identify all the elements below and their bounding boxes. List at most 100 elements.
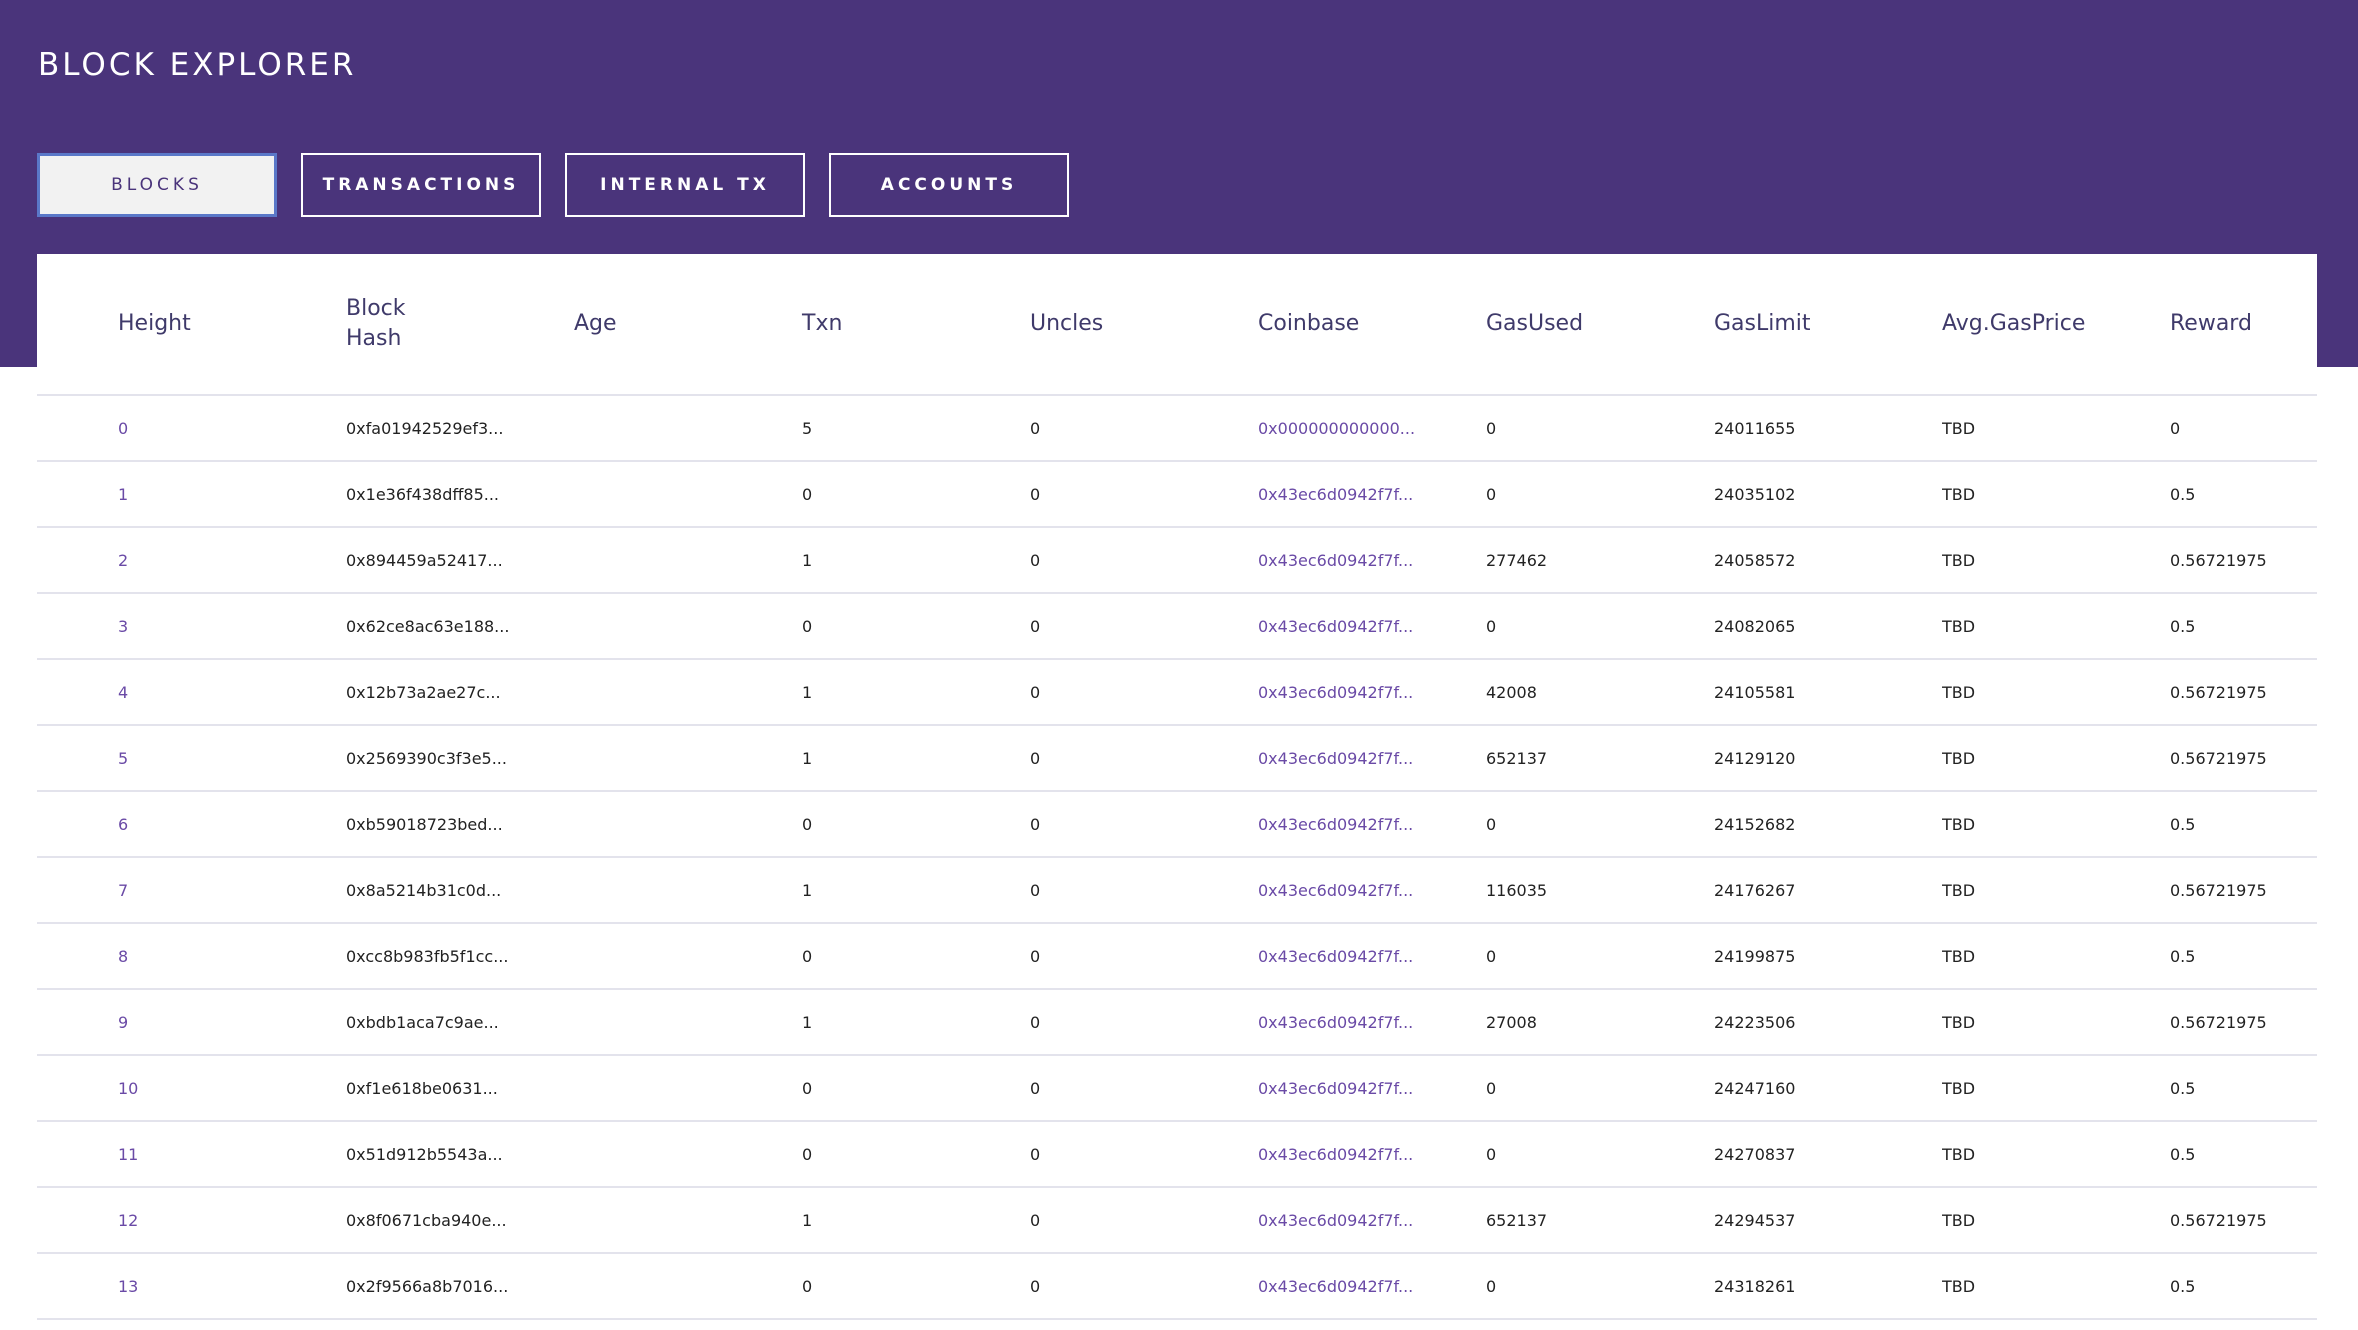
cell-coinbase: 0x43ec6d0942f7f... <box>1258 1121 1486 1188</box>
cell-block-hash: 0xf1e618be0631... <box>346 1055 574 1122</box>
cell-coinbase-link[interactable]: 0x43ec6d0942f7f... <box>1258 946 1414 966</box>
table-row: 7 0x8a5214b31c0d... 1 0 0x43ec6d0942f7f... 11… <box>37 857 2317 924</box>
cell-coinbase: 0x43ec6d0942f7f... <box>1258 791 1486 858</box>
cell-coinbase-link[interactable]: 0x43ec6d0942f7f... <box>1258 484 1414 504</box>
cell-height-link[interactable]: 2 <box>118 550 129 570</box>
cell-coinbase-link[interactable]: 0x43ec6d0942f7f... <box>1258 748 1414 768</box>
cell-gas-used: 0 <box>1486 461 1714 528</box>
table-header-row: Height Block Hash Age Txn Uncles Coinbas… <box>37 254 2317 396</box>
cell-height: 5 <box>37 725 346 792</box>
table-row: 5 0x2569390c3f3e5... 1 0 0x43ec6d0942f7f... 6… <box>37 725 2317 792</box>
cell-gas-used: 27008 <box>1486 989 1714 1056</box>
cell-coinbase: 0x43ec6d0942f7f... <box>1258 725 1486 792</box>
cell-avg-gas-price: TBD <box>1942 1253 2170 1320</box>
cell-block-hash: 0x2569390c3f3e5... <box>346 725 574 792</box>
cell-reward: 0.5 <box>2170 1055 2317 1122</box>
table-row: 8 0xcc8b983fb5f1cc... 0 0 0x43ec6d0942f7f...… <box>37 923 2317 990</box>
cell-height-link[interactable]: 8 <box>118 946 129 966</box>
cell-uncles: 0 <box>1030 1253 1258 1320</box>
cell-coinbase-link[interactable]: 0x43ec6d0942f7f... <box>1258 1210 1414 1230</box>
cell-height-link[interactable]: 7 <box>118 880 129 900</box>
tab-internal-tx[interactable]: INTERNAL TX <box>565 153 805 217</box>
cell-block-hash: 0x8a5214b31c0d... <box>346 857 574 924</box>
cell-avg-gas-price: TBD <box>1942 593 2170 660</box>
cell-uncles: 0 <box>1030 791 1258 858</box>
header-reward: Reward <box>2170 254 2317 396</box>
cell-coinbase-link[interactable]: 0x000000000000... <box>1258 418 1416 438</box>
tab-blocks[interactable]: BLOCKS <box>37 153 277 217</box>
cell-uncles: 0 <box>1030 659 1258 726</box>
cell-avg-gas-price: TBD <box>1942 1055 2170 1122</box>
cell-uncles: 0 <box>1030 593 1258 660</box>
cell-uncles: 0 <box>1030 1121 1258 1188</box>
cell-gas-limit: 24035102 <box>1714 461 1942 528</box>
cell-height-link[interactable]: 1 <box>118 484 129 504</box>
cell-coinbase-link[interactable]: 0x43ec6d0942f7f... <box>1258 814 1414 834</box>
cell-gas-limit: 24129120 <box>1714 725 1942 792</box>
cell-height-link[interactable]: 4 <box>118 682 129 702</box>
cell-gas-used: 0 <box>1486 1253 1714 1320</box>
cell-avg-gas-price: TBD <box>1942 1121 2170 1188</box>
cell-block-hash: 0xb59018723bed... <box>346 791 574 858</box>
cell-age <box>574 725 802 792</box>
cell-height: 11 <box>37 1121 346 1188</box>
cell-txn: 1 <box>802 989 1030 1056</box>
cell-reward: 0.56721975 <box>2170 1187 2317 1254</box>
cell-height: 0 <box>37 395 346 462</box>
table-row: 0 0xfa01942529ef3... 5 0 0x000000000000... 0 2… <box>37 395 2317 462</box>
cell-txn: 0 <box>802 1253 1030 1320</box>
cell-height-link[interactable]: 13 <box>118 1276 139 1296</box>
cell-coinbase-link[interactable]: 0x43ec6d0942f7f... <box>1258 1012 1414 1032</box>
cell-avg-gas-price: TBD <box>1942 527 2170 594</box>
cell-uncles: 0 <box>1030 395 1258 462</box>
cell-gas-used: 116035 <box>1486 857 1714 924</box>
table-row: 2 0x894459a52417... 1 0 0x43ec6d0942f7f... 27… <box>37 527 2317 594</box>
cell-reward: 0 <box>2170 395 2317 462</box>
cell-reward: 0.5 <box>2170 593 2317 660</box>
cell-height-link[interactable]: 12 <box>118 1210 139 1230</box>
cell-gas-used: 42008 <box>1486 659 1714 726</box>
cell-coinbase-link[interactable]: 0x43ec6d0942f7f... <box>1258 1078 1414 1098</box>
cell-txn: 1 <box>802 659 1030 726</box>
cell-height-link[interactable]: 5 <box>118 748 129 768</box>
cell-age <box>574 1055 802 1122</box>
cell-coinbase: 0x43ec6d0942f7f... <box>1258 659 1486 726</box>
cell-avg-gas-price: TBD <box>1942 659 2170 726</box>
cell-height-link[interactable]: 3 <box>118 616 129 636</box>
tab-accounts[interactable]: ACCOUNTS <box>829 153 1069 217</box>
cell-age <box>574 791 802 858</box>
cell-block-hash: 0xcc8b983fb5f1cc... <box>346 923 574 990</box>
cell-height: 2 <box>37 527 346 594</box>
cell-txn: 0 <box>802 461 1030 528</box>
cell-height: 10 <box>37 1055 346 1122</box>
table-row: 12 0x8f0671cba940e... 1 0 0x43ec6d0942f7f...… <box>37 1187 2317 1254</box>
cell-height-link[interactable]: 10 <box>118 1078 139 1098</box>
cell-gas-used: 0 <box>1486 1055 1714 1122</box>
cell-age <box>574 1121 802 1188</box>
cell-uncles: 0 <box>1030 1055 1258 1122</box>
nav-tabs: BLOCKS TRANSACTIONS INTERNAL TX ACCOUNTS <box>37 153 1069 217</box>
cell-coinbase-link[interactable]: 0x43ec6d0942f7f... <box>1258 550 1414 570</box>
table-row: 3 0x62ce8ac63e188... 0 0 0x43ec6d0942f7f... 0… <box>37 593 2317 660</box>
cell-age <box>574 527 802 594</box>
cell-height-link[interactable]: 0 <box>118 418 129 438</box>
app-title: BLOCK EXPLORER <box>38 47 357 83</box>
cell-gas-limit: 24176267 <box>1714 857 1942 924</box>
cell-coinbase-link[interactable]: 0x43ec6d0942f7f... <box>1258 1276 1414 1296</box>
table-row: 4 0x12b73a2ae27c... 1 0 0x43ec6d0942f7f... 42… <box>37 659 2317 726</box>
cell-avg-gas-price: TBD <box>1942 791 2170 858</box>
cell-block-hash: 0xbdb1aca7c9ae... <box>346 989 574 1056</box>
cell-height-link[interactable]: 6 <box>118 814 129 834</box>
cell-coinbase-link[interactable]: 0x43ec6d0942f7f... <box>1258 880 1414 900</box>
cell-gas-limit: 24199875 <box>1714 923 1942 990</box>
cell-coinbase-link[interactable]: 0x43ec6d0942f7f... <box>1258 616 1414 636</box>
cell-coinbase-link[interactable]: 0x43ec6d0942f7f... <box>1258 682 1414 702</box>
cell-height-link[interactable]: 11 <box>118 1144 139 1164</box>
cell-avg-gas-price: TBD <box>1942 725 2170 792</box>
cell-coinbase-link[interactable]: 0x43ec6d0942f7f... <box>1258 1144 1414 1164</box>
cell-age <box>574 659 802 726</box>
cell-reward: 0.5 <box>2170 791 2317 858</box>
cell-height-link[interactable]: 9 <box>118 1012 129 1032</box>
tab-transactions[interactable]: TRANSACTIONS <box>301 153 541 217</box>
header-height: Height <box>37 254 346 396</box>
